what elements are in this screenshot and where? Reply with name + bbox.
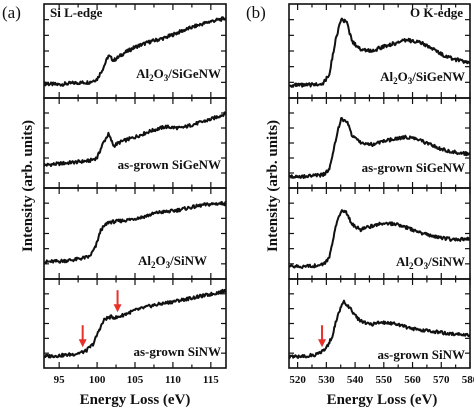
panel-b: (b) O K-edge 520 530 540 550 560 570 580 Al2O3… xyxy=(246,3,474,408)
series-line-a-2 xyxy=(44,201,226,265)
x-tick-label-b: 560 xyxy=(404,374,421,386)
panel-a-series-label-2: Al2O3/SiNW xyxy=(138,253,207,270)
series-line-b-3 xyxy=(289,299,470,359)
panel-a-arrows xyxy=(78,290,122,348)
x-tick-label-b: 550 xyxy=(376,374,393,386)
panel-a-series-label-0: Al2O3/SiGeNW xyxy=(136,66,221,83)
x-tick-label-a: 95 xyxy=(54,374,66,386)
series-line-b-2 xyxy=(289,209,470,270)
panel-b-ticks: 520 530 540 550 560 570 580 xyxy=(289,4,474,386)
series-line-a-0 xyxy=(44,16,226,87)
x-tick-label-a: 115 xyxy=(203,374,219,386)
annotation-arrow-head-b-0 xyxy=(318,339,327,348)
panel-a-x-axis-label: Energy Loss (eV) xyxy=(80,392,191,408)
panel-a-series-label-1: as-grown SiGeNW xyxy=(118,157,221,172)
y-axis-label-b: Intensity (arb. units) xyxy=(265,120,281,252)
panel-b-arrows xyxy=(318,325,327,348)
x-tick-label-b: 530 xyxy=(318,374,335,386)
panel-a-series-label-3: as-grown SiNW xyxy=(133,344,221,359)
panel-b-series xyxy=(289,17,470,359)
panel-b-series-label-3: as-grown SiNW xyxy=(377,347,465,362)
x-tick-label-a: 100 xyxy=(89,374,106,386)
panel-a: (a) Si L-edge 95 100 105 110 115 Al2O3/SiGeN… xyxy=(2,3,227,408)
panel-a-ticks: 95 100 105 110 115 xyxy=(44,4,226,386)
panel-a-edge-label: Si L-edge xyxy=(50,5,103,20)
annotation-arrow-head-a-1 xyxy=(113,304,122,313)
panel-b-edge-label: O K-edge xyxy=(410,5,463,20)
panel-b-x-axis-label: Energy Loss (eV) xyxy=(327,392,438,408)
panel-b-series-label-2: Al2O3/SiNW xyxy=(396,254,465,271)
panel-b-letter: (b) xyxy=(246,3,266,22)
x-tick-label-a: 110 xyxy=(165,374,181,386)
series-line-a-1 xyxy=(44,111,226,168)
x-tick-label-b: 520 xyxy=(289,374,306,386)
x-tick-label-a: 105 xyxy=(127,374,144,386)
panel-b-series-label-0: Al2O3/SiGeNW xyxy=(380,69,465,86)
panel-a-letter: (a) xyxy=(2,3,21,22)
y-axis-label: Intensity (arb. units) xyxy=(20,120,36,252)
series-line-b-0 xyxy=(289,17,470,88)
series-line-b-1 xyxy=(289,117,470,179)
x-tick-label-b: 580 xyxy=(462,374,474,386)
annotation-arrow-head-a-0 xyxy=(78,339,87,348)
panel-b-frames xyxy=(288,3,471,369)
panel-b-series-label-1: as-grown SiGeNW xyxy=(362,160,465,175)
x-tick-label-b: 570 xyxy=(433,374,450,386)
panel-a-series xyxy=(44,16,226,359)
series-line-a-3 xyxy=(44,288,226,359)
x-tick-label-b: 540 xyxy=(347,374,364,386)
subplot-frame-a-1 xyxy=(43,97,227,189)
